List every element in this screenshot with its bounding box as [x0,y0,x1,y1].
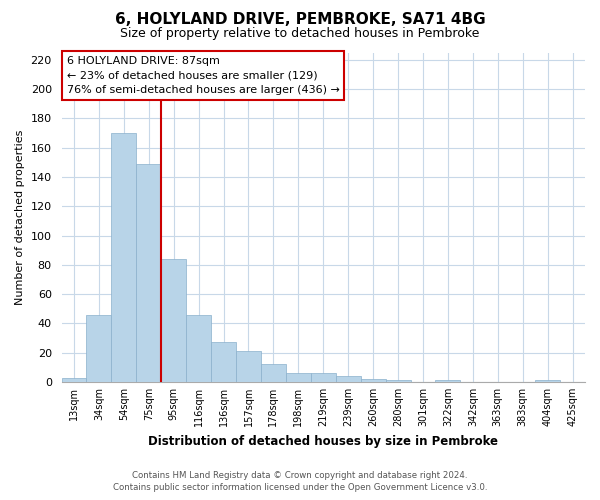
Bar [211,342,236,382]
Bar [112,133,136,382]
Bar [436,380,460,382]
Bar [361,379,386,382]
Bar [336,376,361,382]
X-axis label: Distribution of detached houses by size in Pembroke: Distribution of detached houses by size … [148,434,498,448]
Bar [286,373,311,382]
Text: Size of property relative to detached houses in Pembroke: Size of property relative to detached ho… [121,28,479,40]
Bar [311,373,336,382]
Bar [136,164,161,382]
Bar [386,380,410,382]
Text: Contains HM Land Registry data © Crown copyright and database right 2024.
Contai: Contains HM Land Registry data © Crown c… [113,471,487,492]
Text: 6, HOLYLAND DRIVE, PEMBROKE, SA71 4BG: 6, HOLYLAND DRIVE, PEMBROKE, SA71 4BG [115,12,485,28]
Bar [86,314,112,382]
Text: 6 HOLYLAND DRIVE: 87sqm
← 23% of detached houses are smaller (129)
76% of semi-d: 6 HOLYLAND DRIVE: 87sqm ← 23% of detache… [67,56,340,96]
Bar [236,351,261,382]
Bar [261,364,286,382]
Y-axis label: Number of detached properties: Number of detached properties [15,130,25,305]
Bar [62,378,86,382]
Bar [186,314,211,382]
Bar [161,259,186,382]
Bar [535,380,560,382]
